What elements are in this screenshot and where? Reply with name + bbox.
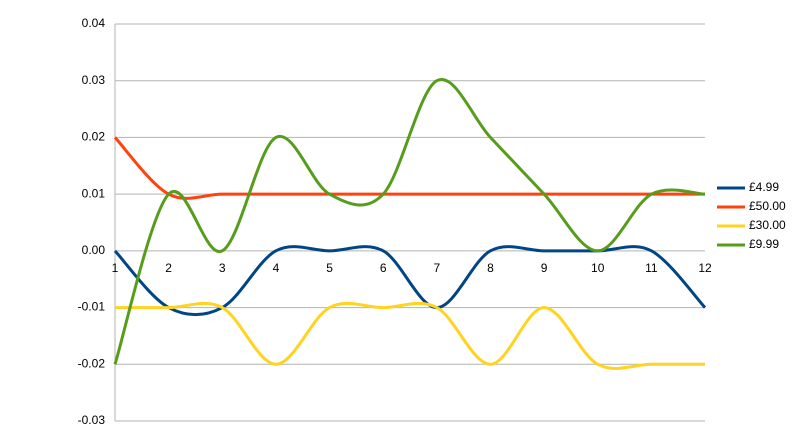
- series-line: [115, 301, 705, 370]
- x-tick-label: 2: [165, 261, 172, 275]
- y-tick-label: 0.04: [82, 16, 106, 30]
- y-tick-label: -0.03: [78, 413, 106, 427]
- series-line: [113, 78, 706, 365]
- y-tick-label: 0.01: [82, 186, 106, 200]
- legend-label: £30.00: [749, 218, 786, 232]
- y-tick-label: 0.00: [82, 243, 106, 257]
- legend-label: £50.00: [749, 199, 786, 213]
- x-tick-label: 6: [380, 261, 387, 275]
- x-tick-label: 12: [698, 261, 712, 275]
- x-tick-label: 10: [591, 261, 605, 275]
- x-tick-label: 4: [273, 261, 280, 275]
- y-tick-label: 0.03: [82, 73, 106, 87]
- x-tick-label: 7: [433, 261, 440, 275]
- x-tick-label: 5: [326, 261, 333, 275]
- y-tick-label: -0.01: [78, 300, 106, 314]
- legend-label: £9.99: [749, 237, 779, 251]
- series-line: [113, 136, 705, 200]
- x-tick-label: 1: [112, 261, 119, 275]
- x-tick-label: 11: [645, 261, 658, 275]
- y-tick-label: 0.02: [82, 130, 106, 144]
- x-tick-label: 9: [541, 261, 548, 275]
- x-tick-label: 8: [487, 261, 494, 275]
- x-tick-label: 3: [219, 261, 226, 275]
- legend-label: £4.99: [749, 180, 779, 194]
- y-tick-label: -0.02: [78, 356, 106, 370]
